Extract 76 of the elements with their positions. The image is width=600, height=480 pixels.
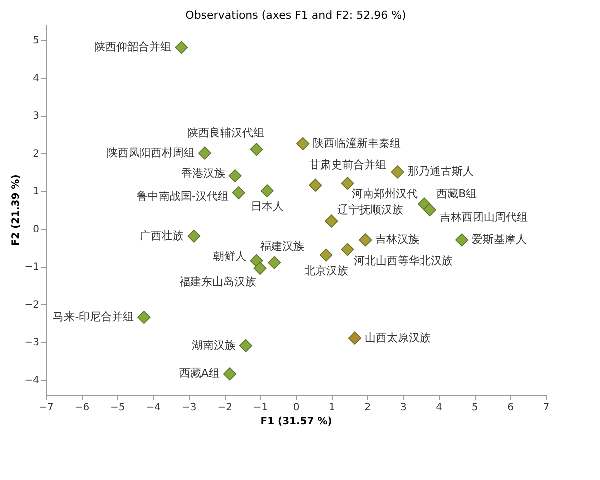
data-label: 日本人 xyxy=(250,200,284,214)
data-label: 广西壮族 xyxy=(140,229,184,242)
point xyxy=(423,203,436,217)
point xyxy=(296,137,310,150)
x-tick-label: −1 xyxy=(253,402,268,414)
point xyxy=(320,248,333,262)
data-label: 那乃通古斯人 xyxy=(408,165,474,178)
point xyxy=(456,234,469,247)
data-label: 吉林西团山周代组 xyxy=(440,211,528,224)
y-tick-label: 5 xyxy=(33,36,40,47)
data-label: 陕西临潼新丰秦组 xyxy=(313,136,402,150)
data-label: 吉林汉族 xyxy=(376,233,420,246)
point xyxy=(309,178,322,192)
data-label: 陕西良辅汉代组 xyxy=(188,126,265,140)
point xyxy=(188,230,201,243)
x-tick-label: 6 xyxy=(508,402,514,414)
x-tick-label: 1 xyxy=(329,402,336,414)
x-tick-label: 4 xyxy=(436,402,443,414)
point xyxy=(341,177,354,190)
point xyxy=(341,243,354,256)
point xyxy=(254,262,267,276)
data-label: 朝鲜人 xyxy=(214,250,247,263)
data-label: 北京汉族 xyxy=(304,264,348,278)
data-label: 湖南汉族 xyxy=(192,338,236,352)
x-tick-label: 5 xyxy=(472,402,478,414)
point xyxy=(250,143,264,156)
x-tick-label: −7 xyxy=(39,402,54,414)
data-label: 马来-印尼合并组 xyxy=(53,310,134,324)
data-label: 陕西仰韶合并组 xyxy=(94,40,172,54)
point xyxy=(198,146,212,160)
point xyxy=(175,41,188,54)
x-tick-label: −6 xyxy=(74,402,90,414)
data-label: 西藏A组 xyxy=(179,367,220,380)
point xyxy=(239,339,253,352)
x-tick-label: 7 xyxy=(543,402,550,414)
point xyxy=(359,234,372,247)
point xyxy=(138,311,151,324)
x-tick-label: −2 xyxy=(218,402,232,414)
point xyxy=(260,184,274,198)
y-tick-label: −1 xyxy=(24,262,40,274)
y-tick-label: 4 xyxy=(33,73,40,84)
point xyxy=(228,169,242,183)
data-label: 西藏B组 xyxy=(436,187,478,200)
data-label: 福建汉族 xyxy=(260,240,305,253)
data-label: 河北山西等华北汉族 xyxy=(354,254,453,268)
data-label: 福建东山岛汉族 xyxy=(179,276,256,289)
data-label: 香港汉族 xyxy=(181,167,226,180)
y-tick-label: 1 xyxy=(33,186,40,198)
y-tick-label: 3 xyxy=(33,111,40,122)
point xyxy=(268,256,282,270)
y-tick-label: 2 xyxy=(33,148,40,160)
x-tick-label: −3 xyxy=(182,402,197,414)
y-tick-label: 0 xyxy=(33,224,40,236)
data-label: 爱斯基摩人 xyxy=(472,233,528,246)
data-label: 陕西凤阳西村周组 xyxy=(106,146,195,160)
chart-title: Observations (axes F1 and F2: 52.96 %) xyxy=(186,9,406,22)
y-tick-label: −3 xyxy=(24,338,40,349)
point xyxy=(391,166,404,179)
data-label: 辽宁抚顺汉族 xyxy=(338,203,404,216)
data-label: 山西太原汉族 xyxy=(364,331,431,344)
data-label: 鲁中南战国-汉代组 xyxy=(136,190,229,204)
point xyxy=(223,368,236,381)
x-tick-label: 3 xyxy=(400,402,407,414)
x-tick-label: −5 xyxy=(110,402,126,414)
data-label: 甘肃史前合并组 xyxy=(310,158,387,172)
y-tick-label: −4 xyxy=(24,375,40,386)
point xyxy=(325,214,338,228)
point xyxy=(348,332,362,345)
y-tick-label: −2 xyxy=(24,300,40,311)
x-axis-title: F1 (31.57 %) xyxy=(260,416,332,428)
y-axis-title: F2 (21.39 %) xyxy=(10,174,22,246)
point xyxy=(232,186,246,200)
x-tick-label: 0 xyxy=(293,402,300,414)
data-label: 河南郑州汉代 xyxy=(352,188,418,201)
x-tick-label: 2 xyxy=(364,402,372,414)
x-tick-label: −4 xyxy=(146,402,162,414)
